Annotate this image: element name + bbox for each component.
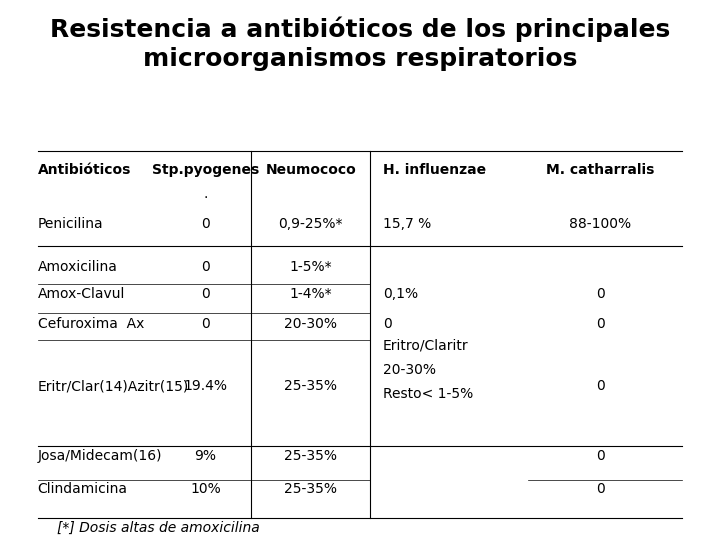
Text: 15,7 %: 15,7 % xyxy=(383,217,431,231)
Text: 0: 0 xyxy=(201,260,210,274)
Text: 0: 0 xyxy=(595,287,605,301)
Text: [*] Dosis altas de amoxicilina: [*] Dosis altas de amoxicilina xyxy=(58,521,260,535)
Text: Eritr/Clar(14)Azitr(15): Eritr/Clar(14)Azitr(15) xyxy=(37,379,189,393)
Text: .: . xyxy=(203,187,207,201)
Text: H. influenzae: H. influenzae xyxy=(383,163,486,177)
Text: 0,9-25%*: 0,9-25%* xyxy=(279,217,343,231)
Text: Eritro/Claritr: Eritro/Claritr xyxy=(383,339,469,353)
Text: 10%: 10% xyxy=(190,482,221,496)
Text: 0: 0 xyxy=(201,287,210,301)
Text: 25-35%: 25-35% xyxy=(284,482,337,496)
Text: Neumococo: Neumococo xyxy=(265,163,356,177)
Text: 19.4%: 19.4% xyxy=(184,379,228,393)
Text: 1-5%*: 1-5%* xyxy=(289,260,332,274)
Text: 88-100%: 88-100% xyxy=(569,217,631,231)
Text: Stp.pyogenes: Stp.pyogenes xyxy=(152,163,259,177)
Text: 20-30%: 20-30% xyxy=(383,363,436,377)
Text: 0,1%: 0,1% xyxy=(383,287,418,301)
Text: 0: 0 xyxy=(201,217,210,231)
Text: Resto< 1-5%: Resto< 1-5% xyxy=(383,387,473,401)
Text: 0: 0 xyxy=(595,317,605,331)
Text: M. catharralis: M. catharralis xyxy=(546,163,654,177)
Text: 25-35%: 25-35% xyxy=(284,449,337,463)
Text: Josa/Midecam(16): Josa/Midecam(16) xyxy=(37,449,162,463)
Text: 0: 0 xyxy=(595,482,605,496)
Text: 0: 0 xyxy=(595,379,605,393)
Text: Amoxicilina: Amoxicilina xyxy=(37,260,117,274)
Text: Resistencia a antibióticos de los principales
microorganismos respiratorios: Resistencia a antibióticos de los princi… xyxy=(50,16,670,71)
Text: Amox-Clavul: Amox-Clavul xyxy=(37,287,125,301)
Text: 9%: 9% xyxy=(194,449,217,463)
Text: 20-30%: 20-30% xyxy=(284,317,337,331)
Text: 1-4%*: 1-4%* xyxy=(289,287,332,301)
Text: Clindamicina: Clindamicina xyxy=(37,482,127,496)
Text: 0: 0 xyxy=(595,449,605,463)
Text: Penicilina: Penicilina xyxy=(37,217,104,231)
Text: Cefuroxima  Ax: Cefuroxima Ax xyxy=(37,317,144,331)
Text: 25-35%: 25-35% xyxy=(284,379,337,393)
Text: 0: 0 xyxy=(201,317,210,331)
Text: Antibióticos: Antibióticos xyxy=(37,163,131,177)
Text: 0: 0 xyxy=(383,317,392,331)
